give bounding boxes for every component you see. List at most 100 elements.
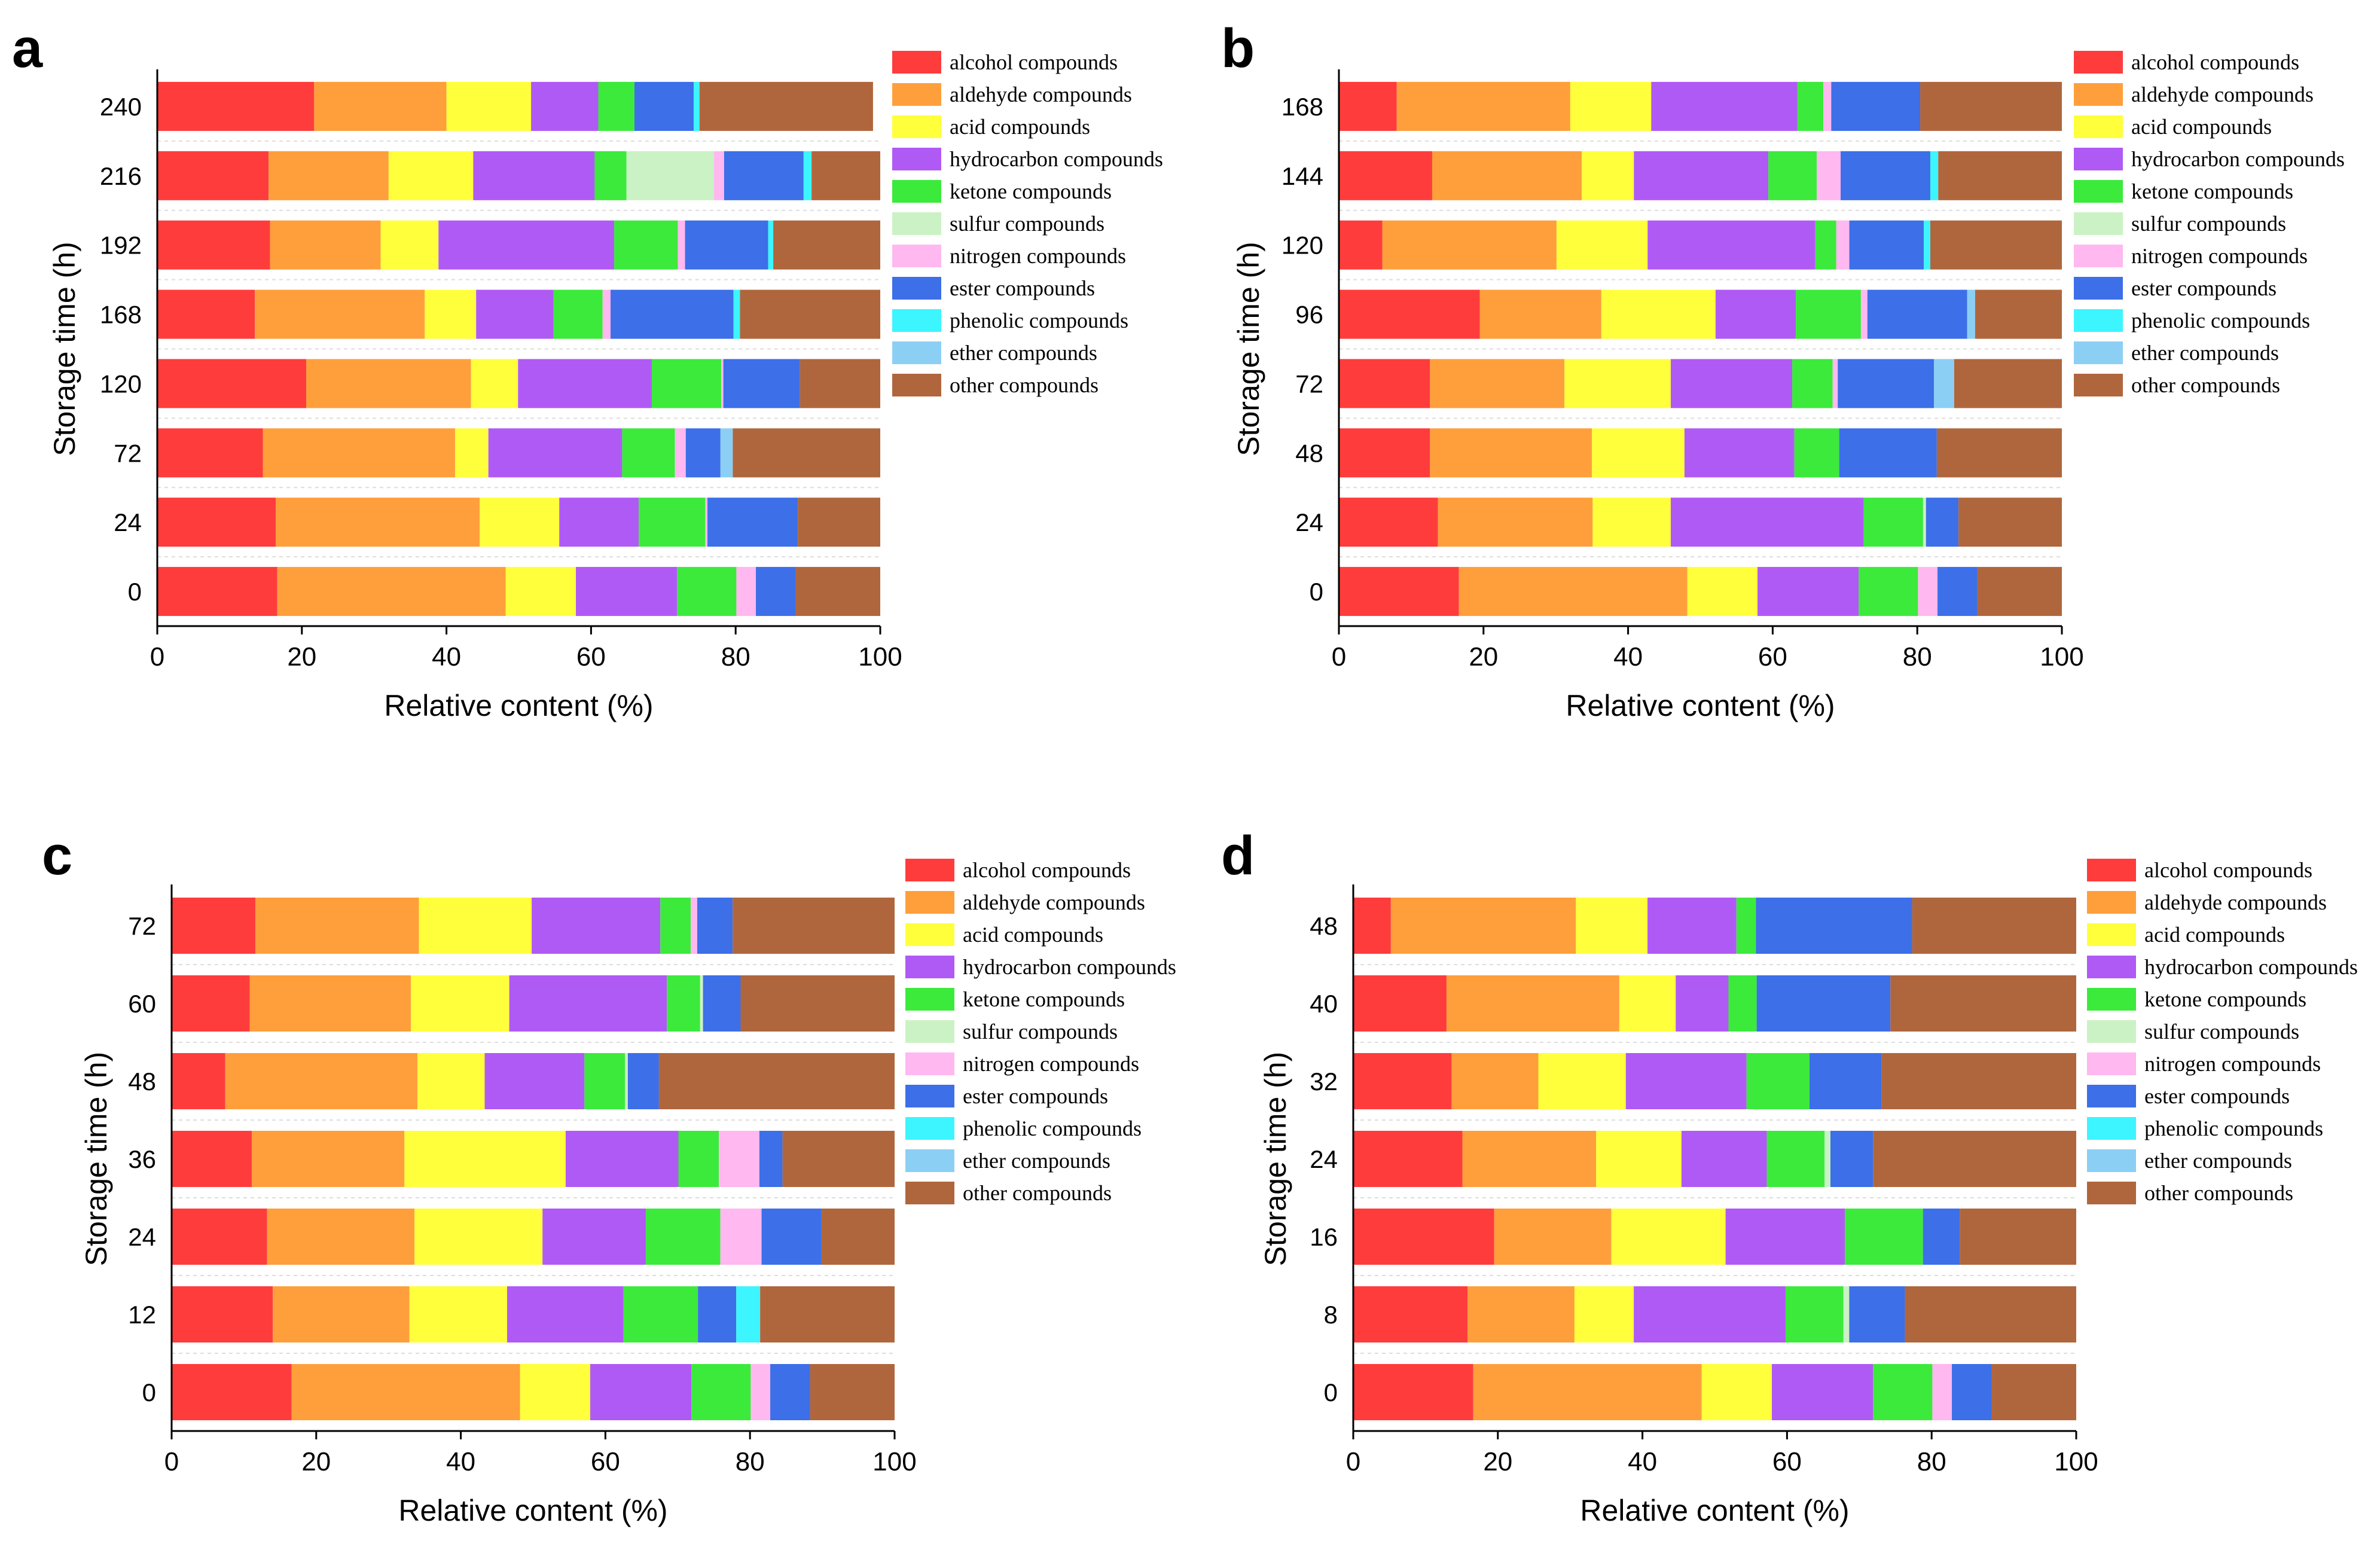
bar-72-ketone-compounds: [622, 428, 675, 478]
legend-swatch: [892, 374, 941, 396]
legend-swatch: [905, 1020, 954, 1043]
legend-label: aldehyde compounds: [963, 890, 1145, 914]
bar-168-nitrogen-compounds: [602, 289, 611, 339]
x-axis-title: Relative content (%): [1580, 1494, 1849, 1527]
legend-swatch: [905, 988, 954, 1011]
bar-216-ketone-compounds: [594, 151, 627, 200]
bar-12-acid-compounds: [409, 1286, 507, 1342]
bar-120-alcohol-compounds: [157, 359, 307, 408]
bar-40-ketone-compounds: [1728, 975, 1757, 1032]
bar-72-hydrocarbon-compounds: [1670, 359, 1793, 408]
bar-72-ether-compounds: [720, 428, 733, 478]
bar-36-ketone-compounds: [678, 1131, 719, 1187]
bar-96-nitrogen-compounds: [1860, 289, 1868, 339]
bar-48-ketone-compounds: [1736, 898, 1756, 954]
bar-192-acid-compounds: [380, 220, 439, 270]
bar-240-alcohol-compounds: [157, 81, 315, 131]
legend-label: alcohol compounds: [2144, 858, 2312, 882]
x-tick-label: 0: [164, 1447, 179, 1476]
bar-8-hydrocarbon-compounds: [1634, 1286, 1786, 1342]
y-tick-label: 192: [100, 231, 142, 260]
bar-48-other-compounds: [658, 1053, 895, 1109]
bar-32-acid-compounds: [1538, 1053, 1626, 1109]
bar-40-hydrocarbon-compounds: [1676, 975, 1729, 1032]
legend-label: phenolic compounds: [963, 1116, 1142, 1140]
x-tick-label: 20: [287, 642, 316, 672]
legend-label: other compounds: [2131, 373, 2280, 397]
bar-16-aldehyde-compounds: [1494, 1209, 1612, 1265]
bar-48-ketone-compounds: [584, 1053, 625, 1109]
bar-0-hydrocarbon-compounds: [576, 567, 678, 617]
y-tick-label: 120: [1281, 231, 1323, 260]
legend-label: aldehyde compounds: [2131, 83, 2314, 106]
legend-swatch: [2087, 988, 2136, 1011]
bar-0-acid-compounds: [520, 1364, 591, 1420]
bar-240-other-compounds: [699, 81, 873, 131]
bar-120-hydrocarbon-compounds: [518, 359, 652, 408]
bar-40-ester-compounds: [1756, 975, 1891, 1032]
legend-swatch: [2087, 1117, 2136, 1140]
bar-16-hydrocarbon-compounds: [1725, 1209, 1845, 1265]
bar-192-ester-compounds: [685, 220, 768, 270]
x-axis-title: Relative content (%): [398, 1494, 667, 1527]
bar-72-ester-compounds: [1838, 359, 1934, 408]
x-tick-label: 60: [1758, 642, 1787, 672]
bar-0-nitrogen-compounds: [750, 1364, 771, 1420]
bar-48-ester-compounds: [627, 1053, 659, 1109]
legend-swatch: [2087, 1085, 2136, 1107]
bar-16-ketone-compounds: [1845, 1209, 1923, 1265]
bar-0-acid-compounds: [1687, 567, 1758, 617]
bar-8-other-compounds: [1905, 1286, 2076, 1342]
bar-32-ketone-compounds: [1746, 1053, 1810, 1109]
y-tick-label: 0: [1310, 578, 1323, 606]
bar-192-aldehyde-compounds: [270, 220, 381, 270]
bar-168-phenolic-compounds: [733, 289, 740, 339]
bar-0-hydrocarbon-compounds: [1757, 567, 1859, 617]
bar-72-other-compounds: [1954, 359, 2062, 408]
bar-72-ketone-compounds: [1792, 359, 1833, 408]
bar-120-ester-compounds: [1849, 220, 1924, 270]
bars: [157, 81, 880, 617]
legend-swatch: [2074, 180, 2123, 203]
bar-120-aldehyde-compounds: [1382, 220, 1557, 270]
bar-24-ester-compounds: [761, 1209, 822, 1265]
legend-swatch: [2087, 1182, 2136, 1204]
bar-216-acid-compounds: [388, 151, 474, 200]
bar-0-ketone-compounds: [1873, 1364, 1933, 1420]
y-tick-label: 72: [1295, 370, 1323, 398]
legend-label: ketone compounds: [2144, 987, 2306, 1011]
legend-label: phenolic compounds: [950, 309, 1128, 332]
bar-72-aldehyde-compounds: [255, 898, 419, 954]
panel-letter: a: [12, 18, 43, 79]
bar-32-other-compounds: [1881, 1053, 2076, 1109]
bar-168-acid-compounds: [1570, 81, 1652, 131]
legend-label: nitrogen compounds: [2144, 1052, 2321, 1076]
bar-16-alcohol-compounds: [1353, 1209, 1494, 1265]
bar-48-hydrocarbon-compounds: [1647, 898, 1737, 954]
bar-12-aldehyde-compounds: [273, 1286, 410, 1342]
bar-12-hydrocarbon-compounds: [506, 1286, 624, 1342]
y-tick-label: 96: [1295, 301, 1323, 329]
bar-0-ester-compounds: [756, 567, 796, 617]
bar-36-acid-compounds: [404, 1131, 566, 1187]
legend: alcohol compounds aldehyde compounds acid …: [905, 858, 1176, 1205]
panel-letter: b: [1221, 18, 1255, 79]
bar-240-phenolic-compounds: [694, 81, 700, 131]
bar-0-acid-compounds: [505, 567, 576, 617]
legend-swatch: [2087, 891, 2136, 914]
legend-label: other compounds: [2144, 1181, 2293, 1205]
y-tick-label: 24: [1310, 1145, 1338, 1173]
y-axis-title: Storage time (h): [1259, 1052, 1292, 1266]
x-tick-label: 60: [576, 642, 606, 672]
bar-120-acid-compounds: [471, 359, 518, 408]
bar-24-ester-compounds: [707, 498, 798, 547]
bar-168-ester-compounds: [611, 289, 734, 339]
y-tick-label: 168: [100, 301, 142, 329]
x-tick-label: 100: [872, 1447, 916, 1476]
x-tick-label: 40: [1628, 1447, 1657, 1476]
bar-72-acid-compounds: [455, 428, 489, 478]
x-axis-title: Relative content (%): [1566, 689, 1835, 722]
bar-192-other-compounds: [773, 220, 880, 270]
bar-24-ester-compounds: [1926, 498, 1959, 547]
